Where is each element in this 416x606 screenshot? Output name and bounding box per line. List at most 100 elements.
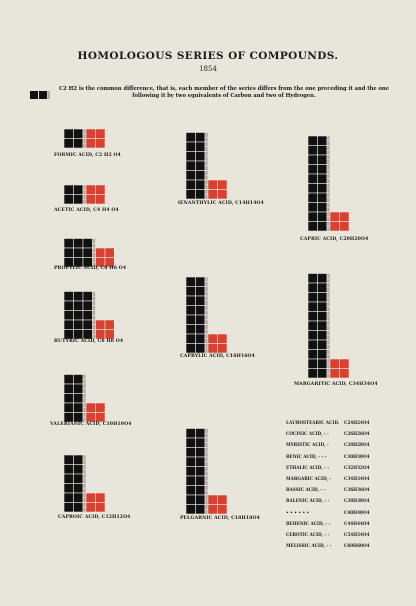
- carbon-atom: [64, 473, 74, 484]
- carbon-atom: [64, 454, 74, 465]
- list-item-formula: C24H24O4: [344, 420, 370, 425]
- carbon-atom: [317, 292, 328, 303]
- carbon-atom: [73, 374, 84, 385]
- carbon-atom: [195, 343, 206, 353]
- list-item: LAUROSTEARIC ACID. C24H24O4: [286, 420, 370, 431]
- list-item: CEROTIC ACID, - - C54H54O4: [286, 532, 370, 543]
- carbon-atom: [186, 475, 196, 486]
- carbon-atom: [308, 173, 318, 184]
- carbon-atom: [186, 305, 196, 316]
- carbon-atom: [195, 447, 206, 458]
- hydrogen-atom: [326, 145, 331, 151]
- carbon-atom: [73, 483, 84, 494]
- hydrogen-atom: [326, 277, 331, 284]
- list-item-formula: C44H44O4: [344, 520, 370, 526]
- oenanthylic-acid-diagram: [186, 132, 228, 199]
- oxygen-atom: [207, 504, 218, 514]
- carbon-atom: [317, 154, 328, 165]
- hydrogen-atom: [326, 192, 331, 199]
- carbon-atom: [73, 492, 84, 503]
- hydrogen-atom: [204, 485, 209, 491]
- oxygen-atom: [95, 194, 106, 204]
- oxygen-atom: [95, 247, 106, 258]
- list-item-formula: C32H32O4: [344, 464, 370, 470]
- capric-acid-diagram: [308, 135, 350, 231]
- hydrogen-atom: [326, 358, 331, 365]
- list-item-name: MELISSIC ACID, - -: [286, 543, 332, 549]
- carbon-atom: [82, 291, 93, 302]
- carbon-atom: [195, 170, 206, 181]
- carbon-atom: [186, 456, 196, 467]
- carbon-atom: [82, 329, 93, 339]
- carbon-atom: [195, 494, 206, 505]
- caprylic-acid-diagram: [186, 276, 228, 353]
- oxygen-atom: [95, 402, 106, 413]
- oxygen-atom: [85, 492, 96, 503]
- carbon-atom: [308, 221, 318, 231]
- list-item: BEHENIC ACID, - - C44H44O4: [286, 521, 370, 532]
- list-item-formula: C36H36O4: [344, 487, 370, 493]
- hydrogen-atom: [326, 344, 331, 350]
- list-item: COCINIC ACID, - - C26H26O4: [286, 431, 370, 442]
- hydrogen-atom: [204, 305, 209, 311]
- hydrogen-atom: [92, 305, 96, 311]
- hydrogen-atom: [326, 282, 331, 289]
- list-item: BENIC ACID, - - - C30H30O4: [286, 454, 370, 465]
- oxygen-atom: [207, 343, 218, 353]
- hydrogen-atom: [204, 504, 209, 510]
- hydrogen-atom: [92, 329, 96, 335]
- hydrogen-atom: [82, 184, 87, 191]
- carbon-atom: [317, 301, 328, 312]
- caproic-acid-label: CAPROIC ACID, C12H12O4: [58, 515, 131, 520]
- carbon-atom: [195, 276, 206, 287]
- hydrogen-atom: [82, 407, 87, 413]
- oxygen-atom: [329, 358, 340, 369]
- hydrogen-atom: [204, 343, 209, 349]
- hydrogen-atom: [204, 489, 209, 496]
- common-difference-note: C2 H2 is the common difference, that is,…: [58, 86, 389, 100]
- oxygen-atom: [95, 184, 106, 195]
- carbon-atom: [308, 154, 318, 165]
- hydrogen-atom: [204, 347, 209, 353]
- list-item-name: MYRISTIC ACID, -: [286, 442, 329, 448]
- hydrogen-atom: [326, 320, 331, 327]
- hydrogen-atom: [326, 202, 331, 208]
- oxygen-atom: [95, 128, 106, 139]
- hydrogen-atom: [204, 319, 209, 325]
- carbon-atom: [308, 349, 318, 360]
- list-item-name: • • • • • •: [286, 509, 310, 515]
- oxygen-atom: [95, 502, 106, 512]
- oxygen-atom: [104, 319, 114, 330]
- carbon-atom: [308, 330, 318, 341]
- oxygen-atom: [207, 179, 218, 190]
- valerianic-acid-diagram: [64, 374, 106, 422]
- list-item-formula: C40H40O4: [344, 509, 370, 515]
- carbon-atom: [195, 151, 206, 162]
- carbon-atom: [186, 189, 196, 199]
- hydrogen-atom: [92, 238, 96, 244]
- carbon-atom: [73, 184, 84, 195]
- carbon-atom: [308, 145, 318, 156]
- list-item: BALENIC ACID, - - C38H38O4: [286, 498, 370, 509]
- carbon-atom: [73, 383, 84, 394]
- hydrogen-atom: [204, 442, 209, 448]
- carbon-atom: [64, 402, 74, 413]
- carbon-atom: [308, 211, 318, 222]
- hydrogen-atom: [204, 447, 209, 453]
- hydrogen-atom: [82, 378, 87, 385]
- carbon-atom: [64, 492, 74, 503]
- propylic-acid-label: PROPYLIC ACID, C6 H6 O4: [54, 266, 127, 271]
- carbon-atom: [64, 184, 74, 195]
- carbon-atom: [73, 300, 84, 311]
- hydrogen-atom: [326, 368, 331, 374]
- hydrogen-atom: [326, 173, 331, 180]
- carbon-atom: [186, 437, 196, 448]
- hydrogen-atom: [92, 300, 96, 307]
- hydrogen-atom: [82, 497, 87, 503]
- carbon-atom: [317, 320, 328, 331]
- hydrogen-atom: [326, 325, 331, 331]
- hydrogen-atom: [204, 170, 209, 176]
- carbon-atom: [195, 504, 206, 514]
- carbon-atom: [73, 128, 84, 139]
- hydrogen-atom: [92, 310, 96, 316]
